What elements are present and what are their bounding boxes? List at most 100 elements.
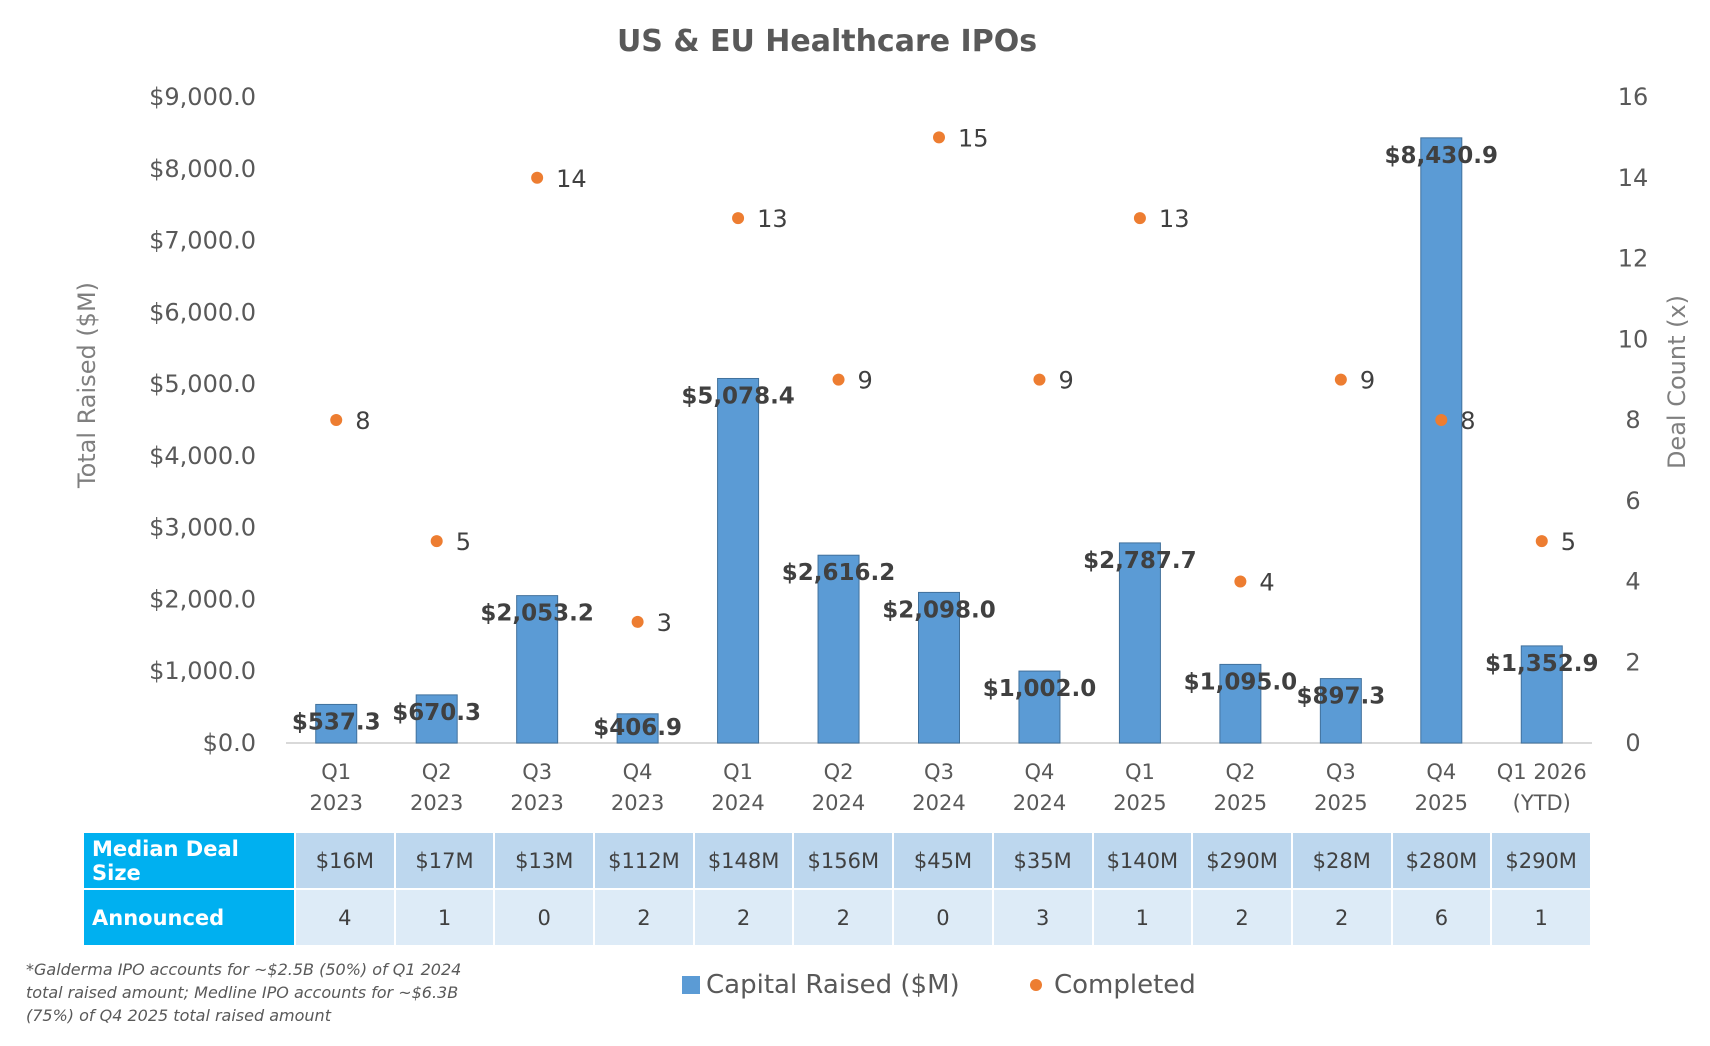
point-value-label: 5 [1561,528,1576,556]
legend-bar-label: Capital Raised ($M) [706,970,960,1000]
bar [918,591,960,744]
y-tick-label: $8,000.0 [149,155,256,183]
table-cell: 6 [1390,888,1493,947]
bar [1520,645,1563,744]
table-cell: 1 [393,888,496,947]
table-cell: 2 [593,888,695,947]
category-label: 2025 [1214,791,1267,815]
y2-tick-label: 0 [1625,729,1640,757]
category-label: Q1 [1125,760,1155,784]
point-data-labels: 8 5 14 3 13 9 15 9 13 4 9 8 5 [355,124,1576,637]
bar-value-label: $1,352.9 [1485,651,1599,677]
bar-value-label: $670.3 [392,700,481,726]
y-tick-label: $4,000.0 [149,442,256,470]
bar [1420,137,1463,744]
y2-tick-label: 10 [1618,325,1649,353]
category-label: Q3 [522,760,552,784]
table-row-header: Median Deal Size [82,831,296,890]
category-label: Q4 [1426,760,1456,784]
category-label: Q2 [1225,760,1255,784]
y-tick-label: $3,000.0 [149,514,256,542]
category-label: 2024 [912,791,965,815]
bar-value-label: $1,095.0 [1184,669,1298,695]
scatter-series [330,131,1548,628]
point-value-label: 9 [858,367,873,395]
category-label: Q1 [321,760,351,784]
category-label: 2025 [1314,791,1367,815]
bar-data-labels: $537.3 $670.3 $2,053.2 $406.9 $5,078.4 $2,616… [292,143,1599,741]
point-value-label: 13 [757,205,788,233]
scatter-point [1334,373,1347,386]
point-value-label: 13 [1159,205,1190,233]
category-label: Q4 [1025,760,1055,784]
bar [1118,542,1161,744]
right-axis-ticks: 0 2 4 6 8 10 12 14 16 [1618,83,1649,757]
category-label: Q1 2026 [1497,760,1587,784]
table-cell: 2 [792,888,895,947]
bar-value-label: $8,430.9 [1385,143,1499,169]
table-cell: $290M [1490,831,1592,890]
category-label: 2025 [1415,791,1468,815]
point-value-label: 8 [1460,407,1475,435]
table-cell: $28M [1290,831,1393,890]
category-label: 2024 [1013,791,1066,815]
y2-axis-title: Deal Count (x) [1663,295,1691,469]
table-cell: $45M [892,831,994,890]
category-label: Q4 [623,760,653,784]
scatter-point [330,414,343,426]
table-cell: $35M [991,831,1094,890]
y-axis-title: Total Raised ($M) [73,282,101,489]
table-cell: $140M [1091,831,1194,890]
point-value-label: 9 [1360,367,1375,395]
bar [717,377,760,744]
table-cell: 0 [493,888,596,947]
table-cell: $112M [593,831,695,890]
scatter-point [1133,212,1146,225]
y2-tick-label: 16 [1618,83,1649,111]
bar [415,694,458,744]
chart-title: US & EU Healthcare IPOs [617,24,1037,59]
bar [1018,670,1061,744]
summary-table: Median Deal Size $16M $17M $13M $112M $148M $1… [82,831,1592,947]
table-row: Announced 4 1 0 2 2 2 0 3 1 2 2 6 1 [82,888,1592,947]
table-cell: 1 [1091,888,1194,947]
bar-value-label: $2,616.2 [782,560,896,586]
bar [817,554,860,744]
category-label: 2024 [711,791,764,815]
y-tick-label: $6,000.0 [149,298,256,326]
point-value-label: 14 [556,165,587,193]
footnote: *Galderma IPO accounts for ~$2.5B (50%) … [26,960,462,1025]
bar-value-label: $2,098.0 [882,597,996,623]
y2-tick-label: 4 [1625,568,1640,596]
scatter-point [1033,373,1046,386]
table-cell: 1 [1490,888,1592,947]
category-label: 2023 [310,791,363,815]
y2-tick-label: 6 [1625,487,1640,515]
category-label: 2023 [611,791,664,815]
category-label: (YTD) [1513,791,1571,815]
bar [516,595,559,744]
bar [315,703,358,744]
legend-bar-swatch [682,976,700,994]
category-label: 2023 [410,791,463,815]
bar-value-label: $406.9 [593,715,682,741]
table-cell: $280M [1390,831,1493,890]
table-row-header: Announced [82,888,296,947]
bar [1319,678,1362,744]
point-value-label: 8 [355,407,370,435]
y-tick-label: $1,000.0 [149,657,256,685]
category-label: Q3 [924,760,954,784]
table-row: Median Deal Size $16M $17M $13M $112M $148M $1… [82,831,1592,890]
scatter-point [430,535,443,548]
y2-tick-label: 14 [1618,164,1649,192]
table-cell: 2 [1191,888,1293,947]
table-cell: $17M [393,831,496,890]
bar-value-label: $2,787.7 [1083,548,1197,574]
legend-capital-raised: Capital Raised ($M) [682,970,960,1000]
bar [1219,663,1262,744]
bar-value-label: $537.3 [292,709,381,735]
point-value-label: 9 [1058,367,1073,395]
y-tick-label: $7,000.0 [149,227,256,255]
bar-series [315,137,1563,744]
category-labels: Q1 2023 Q2 2023 Q3 2023 Q4 2023 Q1 2024 Q2 2024 Q3 20… [310,760,1587,815]
